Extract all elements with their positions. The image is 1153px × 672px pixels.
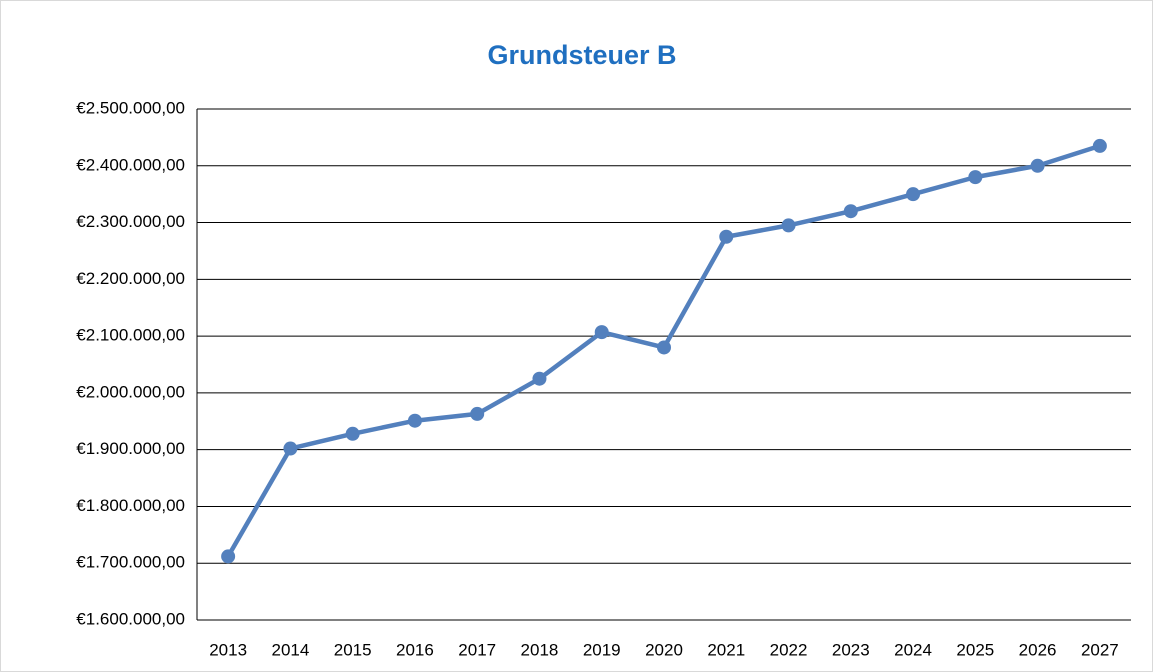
- y-tick-label: €1.800.000,00: [76, 496, 185, 515]
- y-tick-label: €2.400.000,00: [76, 155, 185, 174]
- marker: [968, 170, 983, 185]
- marker: [843, 204, 858, 219]
- x-tick-label: 2015: [334, 640, 372, 659]
- y-tick-label: €2.200.000,00: [76, 269, 185, 288]
- marker: [532, 371, 547, 386]
- x-tick-label: 2016: [396, 640, 434, 659]
- marker: [594, 325, 609, 340]
- x-tick-label: 2023: [832, 640, 870, 659]
- y-tick-label: €2.000.000,00: [76, 382, 185, 401]
- y-tick-label: €2.300.000,00: [76, 212, 185, 231]
- x-tick-label: 2025: [956, 640, 994, 659]
- marker: [283, 441, 298, 456]
- x-tick-label: 2024: [894, 640, 932, 659]
- y-tick-label: €1.700.000,00: [76, 553, 185, 572]
- y-tick-label: €2.100.000,00: [76, 326, 185, 345]
- y-tick-label: €2.500.000,00: [76, 98, 185, 117]
- marker: [906, 187, 921, 202]
- x-tick-label: 2026: [1019, 640, 1057, 659]
- x-tick-label: 2019: [583, 640, 621, 659]
- marker: [781, 218, 796, 233]
- x-tick-label: 2018: [521, 640, 559, 659]
- marker: [345, 426, 360, 441]
- marker: [407, 413, 422, 428]
- marker: [1030, 158, 1045, 173]
- x-tick-label: 2014: [271, 640, 309, 659]
- y-tick-label: €1.600.000,00: [76, 609, 185, 628]
- x-tick-label: 2013: [209, 640, 247, 659]
- x-tick-label: 2027: [1081, 640, 1119, 659]
- marker: [719, 229, 734, 244]
- x-tick-label: 2020: [645, 640, 683, 659]
- marker: [221, 549, 236, 564]
- chart-title: Grundsteuer B: [487, 40, 676, 70]
- x-tick-label: 2017: [458, 640, 496, 659]
- marker: [1092, 138, 1107, 153]
- x-tick-label: 2021: [707, 640, 745, 659]
- y-tick-label: €1.900.000,00: [76, 439, 185, 458]
- marker: [470, 406, 485, 421]
- marker: [657, 340, 671, 355]
- x-tick-label: 2022: [770, 640, 808, 659]
